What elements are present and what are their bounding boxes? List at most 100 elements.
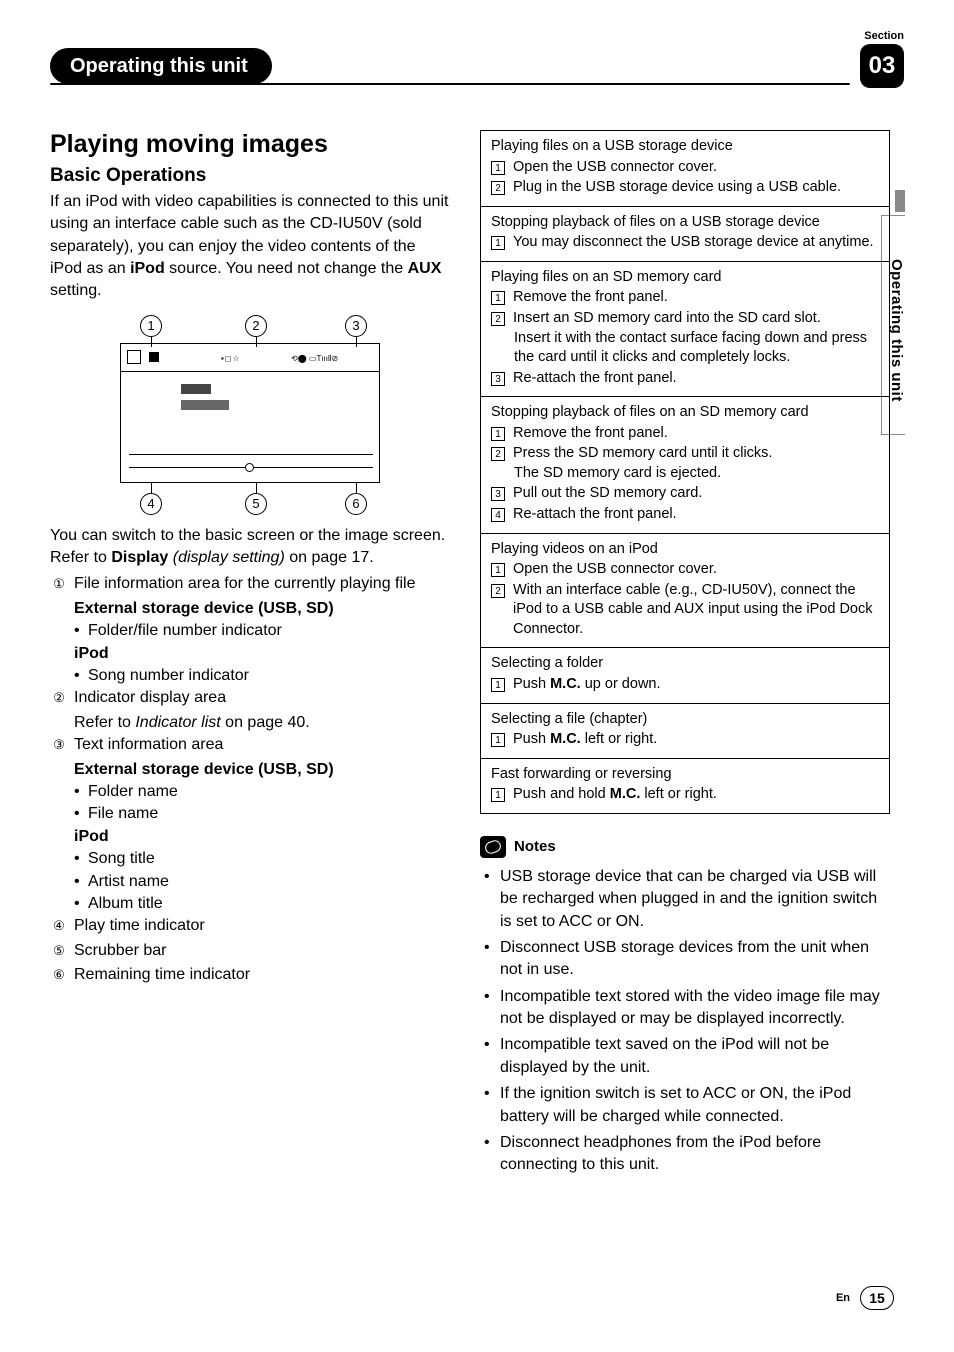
diagram-scrubber-knob [245, 463, 254, 472]
bullet-dot: • [74, 803, 88, 825]
item2-ref: Refer to Indicator list on page 40. [74, 712, 450, 734]
note-item: •If the ignition switch is set to ACC or… [480, 1083, 890, 1128]
step-text: Insert an SD memory card into the SD car… [513, 309, 879, 329]
list-item-6: ⑥ Remaining time indicator [50, 964, 450, 986]
instruction-title: Playing videos on an iPod [491, 540, 879, 560]
step-number: 1 [491, 161, 505, 175]
note-item: •Disconnect headphones from the iPod bef… [480, 1132, 890, 1177]
step-number: 1 [491, 733, 505, 747]
instruction-step: 1Remove the front panel. [491, 288, 879, 308]
item-number: ① [50, 575, 68, 593]
item-number: ④ [50, 917, 68, 935]
item-text: File information area for the currently … [74, 573, 416, 595]
step-number: 1 [491, 678, 505, 692]
step-text: With an interface cable (e.g., CD-IU50V)… [513, 581, 879, 640]
intro-paragraph: If an iPod with video capabilities is co… [50, 191, 450, 303]
step-text: Open the USB connector cover. [513, 560, 879, 580]
step-text: Remove the front panel. [513, 288, 879, 308]
item-number: ② [50, 689, 68, 707]
item-text: Scrubber bar [74, 940, 167, 962]
list-item-4: ④Play time indicator [50, 915, 450, 937]
bullet-dot: • [74, 848, 88, 870]
diagram-label-6: 6 [345, 493, 367, 515]
instruction-cell: Selecting a folder1Push M.C. up or down. [481, 647, 889, 702]
notes-title: Notes [514, 838, 556, 855]
diagram-label-4: 4 [140, 493, 162, 515]
note-item: •Incompatible text saved on the iPod wil… [480, 1034, 890, 1079]
bullet-item: •File name [74, 803, 450, 825]
instruction-step: 2With an interface cable (e.g., CD-IU50V… [491, 581, 879, 640]
instructions-table: Playing files on a USB storage device1Op… [480, 130, 890, 814]
bullet-text: File name [88, 803, 158, 825]
after-diagram-text: You can switch to the basic screen or th… [50, 525, 450, 547]
item3-sub-b: iPod [74, 826, 450, 848]
instruction-step: 3Pull out the SD memory card. [491, 484, 879, 504]
screen-diagram: 1 2 3 ▪◻☆ ⟲⬤ ▭Tıııll⊘ [110, 315, 390, 515]
bullet-dot: • [74, 781, 88, 803]
instruction-title: Playing files on an SD memory card [491, 268, 879, 288]
diagram-label-3: 3 [345, 315, 367, 337]
bullet-dot: • [74, 871, 88, 893]
item-number: ⑥ [50, 966, 68, 984]
note-item: •Incompatible text stored with the video… [480, 986, 890, 1031]
bullet-text: Song number indicator [88, 665, 249, 687]
diagram-screen: ▪◻☆ ⟲⬤ ▭Tıııll⊘ [120, 343, 380, 483]
topbar-icon [149, 352, 159, 362]
ref-bold: Display [111, 549, 168, 566]
step-bold: M.C. [550, 676, 581, 692]
note-text: Disconnect USB storage devices from the … [500, 937, 890, 982]
list-item-5: ⑤Scrubber bar [50, 940, 450, 962]
step-text: Remove the front panel. [513, 424, 879, 444]
instruction-cell: Fast forwarding or reversing1Push and ho… [481, 758, 889, 813]
step-text: Push and hold M.C. left or right. [513, 785, 879, 805]
item-text: Indicator display area [74, 687, 226, 709]
step-number: 1 [491, 427, 505, 441]
instruction-step: 4Re-attach the front panel. [491, 505, 879, 525]
item1-sub-a: External storage device (USB, SD) [74, 598, 450, 620]
main-heading: Playing moving images [50, 130, 450, 159]
step-number: 2 [491, 181, 505, 195]
bullet-dot: • [480, 937, 500, 982]
item-number: ③ [50, 736, 68, 754]
side-marker [895, 190, 905, 212]
bullet-text: Album title [88, 893, 163, 915]
note-text: If the ignition switch is set to ACC or … [500, 1083, 890, 1128]
bullet-item: •Album title [74, 893, 450, 915]
instruction-cell: Stopping playback of files on a USB stor… [481, 206, 889, 261]
ref-text: Refer to [74, 714, 135, 731]
step-number: 1 [491, 563, 505, 577]
bullet-dot: • [74, 665, 88, 687]
diagram-label-2: 2 [245, 315, 267, 337]
instruction-step: 1Push M.C. up or down. [491, 675, 879, 695]
item-text: Remaining time indicator [74, 964, 250, 986]
intro-text3: setting. [50, 282, 102, 299]
topbar-icons: ⟲⬤ ▭Tıııll⊘ [291, 354, 338, 363]
instruction-step: 1You may disconnect the USB storage devi… [491, 233, 879, 253]
bullet-text: Artist name [88, 871, 169, 893]
instruction-step: 1 Open the USB connector cover. [491, 560, 879, 580]
step-number: 2 [491, 312, 505, 326]
notes-icon [480, 836, 506, 858]
diagram-bar [181, 384, 211, 394]
item3-sub-a: External storage device (USB, SD) [74, 759, 450, 781]
instruction-step: 1 Remove the front panel. [491, 424, 879, 444]
intro-bold-ipod: iPod [130, 260, 165, 277]
diag-line [151, 483, 152, 493]
bullet-dot: • [74, 620, 88, 642]
header-title: Operating this unit [70, 55, 248, 77]
diagram-label-5: 5 [245, 493, 267, 515]
step-text: Push M.C. left or right. [513, 730, 879, 750]
bullet-text: Folder name [88, 781, 178, 803]
sub-heading: Basic Operations [50, 165, 450, 187]
intro-bold-aux: AUX [408, 260, 442, 277]
instruction-title: Selecting a file (chapter) [491, 710, 879, 730]
instruction-step: 1Open the USB connector cover. [491, 158, 879, 178]
step-text: Re-attach the front panel. [513, 505, 879, 525]
bullet-item: •Song title [74, 848, 450, 870]
topbar-icon [127, 350, 141, 364]
note-item: •Disconnect USB storage devices from the… [480, 937, 890, 982]
diagram-topbar: ▪◻☆ ⟲⬤ ▭Tıııll⊘ [121, 344, 379, 372]
list-item-1: ① File information area for the currentl… [50, 573, 450, 595]
instruction-cell: Playing files on an SD memory card1Remov… [481, 261, 889, 396]
step-bold: M.C. [610, 786, 641, 802]
